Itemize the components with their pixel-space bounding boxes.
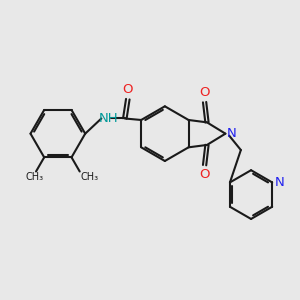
Text: NH: NH [99, 112, 118, 125]
Text: O: O [199, 168, 210, 181]
Text: N: N [227, 127, 237, 140]
Text: N: N [275, 176, 285, 189]
Text: CH₃: CH₃ [80, 172, 98, 182]
Text: O: O [199, 86, 210, 99]
Text: O: O [123, 83, 133, 96]
Text: CH₃: CH₃ [26, 172, 44, 182]
